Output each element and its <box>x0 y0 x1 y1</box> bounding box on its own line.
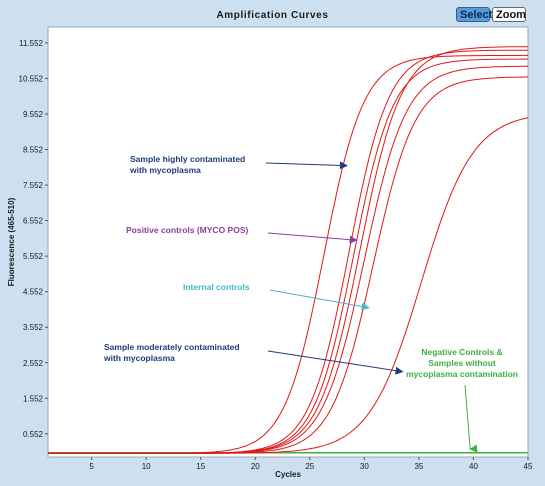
x-tick-label: 5 <box>89 462 94 471</box>
x-tick-label: 45 <box>524 462 533 471</box>
y-tick-label: 1.552 <box>23 394 44 403</box>
annotation-line: Negative Controls & <box>421 347 502 357</box>
x-tick-label: 35 <box>414 462 423 471</box>
chart-title: Amplification Curves <box>216 10 329 21</box>
y-tick-label: 7.552 <box>23 181 44 190</box>
annotation-moderate: Sample moderately contaminated with mycop… <box>103 342 240 363</box>
select-button[interactable]: Select <box>456 7 492 22</box>
annotation-line: with mycoplasma <box>103 353 175 363</box>
zoom-button[interactable]: Zoom <box>492 7 526 22</box>
x-axis-label: Cycles <box>275 470 301 479</box>
x-tick-label: 20 <box>251 462 260 471</box>
y-tick-label: 4.552 <box>23 288 44 297</box>
annotation-line: Internal controls <box>183 282 250 292</box>
annotation-arrow <box>267 350 404 375</box>
y-tick-label: 5.552 <box>23 252 44 261</box>
annotation-line: Sample moderately contaminated <box>104 342 240 352</box>
y-tick-label: 2.552 <box>23 359 44 368</box>
x-tick-label: 30 <box>360 462 369 471</box>
annotation-arrow <box>464 384 478 453</box>
y-axis-label: Fluorescence (465-510) <box>7 197 16 286</box>
y-tick-label: 0.552 <box>23 430 44 439</box>
annotation-arrow <box>267 232 358 244</box>
annotation-negative: Negative Controls & Samples without mycopl… <box>406 347 518 379</box>
y-tick-label: 9.552 <box>23 110 44 119</box>
y-tick-label: 10.552 <box>19 74 44 83</box>
annotation-line: Sample highly contaminated <box>130 154 245 164</box>
y-tick-label: 11.552 <box>19 39 43 48</box>
x-tick-label: 15 <box>196 462 205 471</box>
plot-area <box>47 26 529 458</box>
x-tick-label: 40 <box>469 462 478 471</box>
annotation-line: mycoplasma contamination <box>406 369 518 379</box>
y-tick-label: 6.552 <box>23 217 44 226</box>
annotation-highly: Sample highly contaminated with mycoplasm… <box>129 154 245 175</box>
annotation-line: with mycoplasma <box>129 165 201 175</box>
y-tick-label: 8.552 <box>23 146 44 155</box>
annotation-positive: Positive controls (MYCO POS) <box>126 225 248 235</box>
y-tick-label: 3.552 <box>23 323 44 332</box>
annotation-internal: Internal controls <box>183 282 250 292</box>
annotation-line: Positive controls (MYCO POS) <box>126 225 248 235</box>
x-tick-label: 25 <box>305 462 314 471</box>
amplification-curve <box>48 117 529 454</box>
annotation-line: Samples without <box>428 358 496 368</box>
annotation-arrow <box>265 161 348 170</box>
annotation-arrow <box>269 289 370 311</box>
x-tick-label: 10 <box>142 462 151 471</box>
